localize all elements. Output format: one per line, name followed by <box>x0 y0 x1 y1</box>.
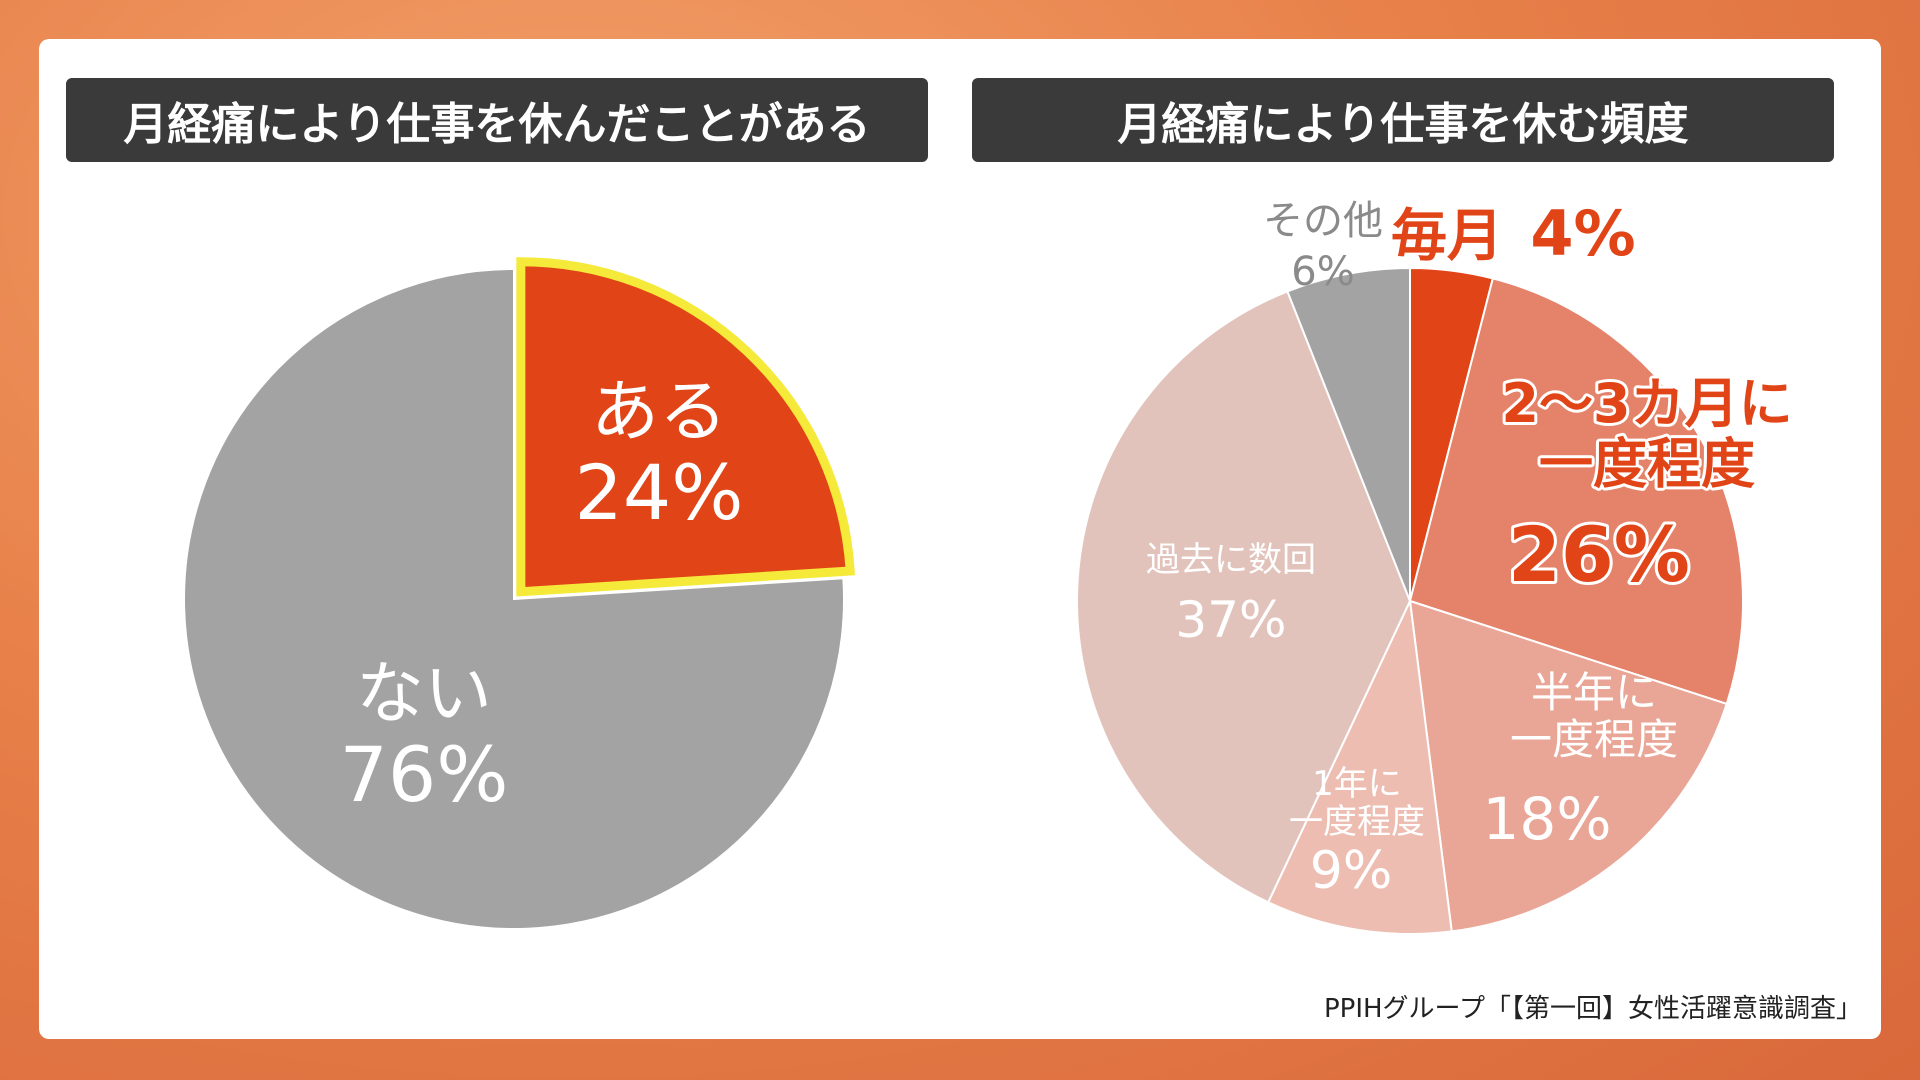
pie1-pct-1: 76% <box>340 730 509 819</box>
pie2-slice-4 <box>1076 290 1412 904</box>
pie1-slice-0 <box>516 257 855 597</box>
right-chart-title: 月経痛により仕事を休む頻度 <box>972 78 1834 162</box>
pie2-pct-2: 18% <box>1483 785 1612 853</box>
pie2-pct-3: 9% <box>1310 841 1393 901</box>
pie1-label-1: ない <box>356 655 492 734</box>
source-credit: PPIHグループ「【第一回】女性活躍意識調査」 <box>1323 994 1862 1024</box>
pie2-label-4: 過去に数回 <box>1146 540 1316 580</box>
left-chart-title: 月経痛により仕事を休んだことがある <box>66 78 928 162</box>
pie2-label-3-line1: 一度程度 <box>1289 802 1425 842</box>
pie2-pct-1: 26% <box>1508 510 1690 599</box>
pie2-label-2-line0: 半年に <box>1531 668 1657 717</box>
pie2-pct-5: 6% <box>1291 249 1354 295</box>
pie2-label-2-line1: 一度程度 <box>1510 715 1678 764</box>
pie2-label-5: その他 <box>1263 198 1383 244</box>
pie2-slice-1 <box>1408 277 1744 706</box>
chart-card: 月経痛により仕事を休んだことがある 月経痛により仕事を休む頻度 ある 24% ない 7… <box>39 39 1881 1039</box>
pie2-pct-4: 37% <box>1175 591 1286 649</box>
pie2-slice-3 <box>1266 597 1453 935</box>
pie2-label-1-line0: 2〜3カ月に <box>1501 372 1792 435</box>
pie1-pct-0: 24% <box>575 448 744 537</box>
pie2-label-3-line0: 1年に <box>1312 764 1402 804</box>
pie2-pct-0: 4% <box>1530 197 1635 270</box>
pie2-label-1-line1: 一度程度 <box>1539 432 1755 495</box>
pie1-slice-1 <box>183 267 845 930</box>
pie1-label-0: ある <box>591 373 727 452</box>
pie2-slice-2 <box>1408 599 1728 933</box>
pie2-slice-5 <box>1286 266 1411 602</box>
pie2-label-0: 毎月 <box>1391 204 1503 269</box>
